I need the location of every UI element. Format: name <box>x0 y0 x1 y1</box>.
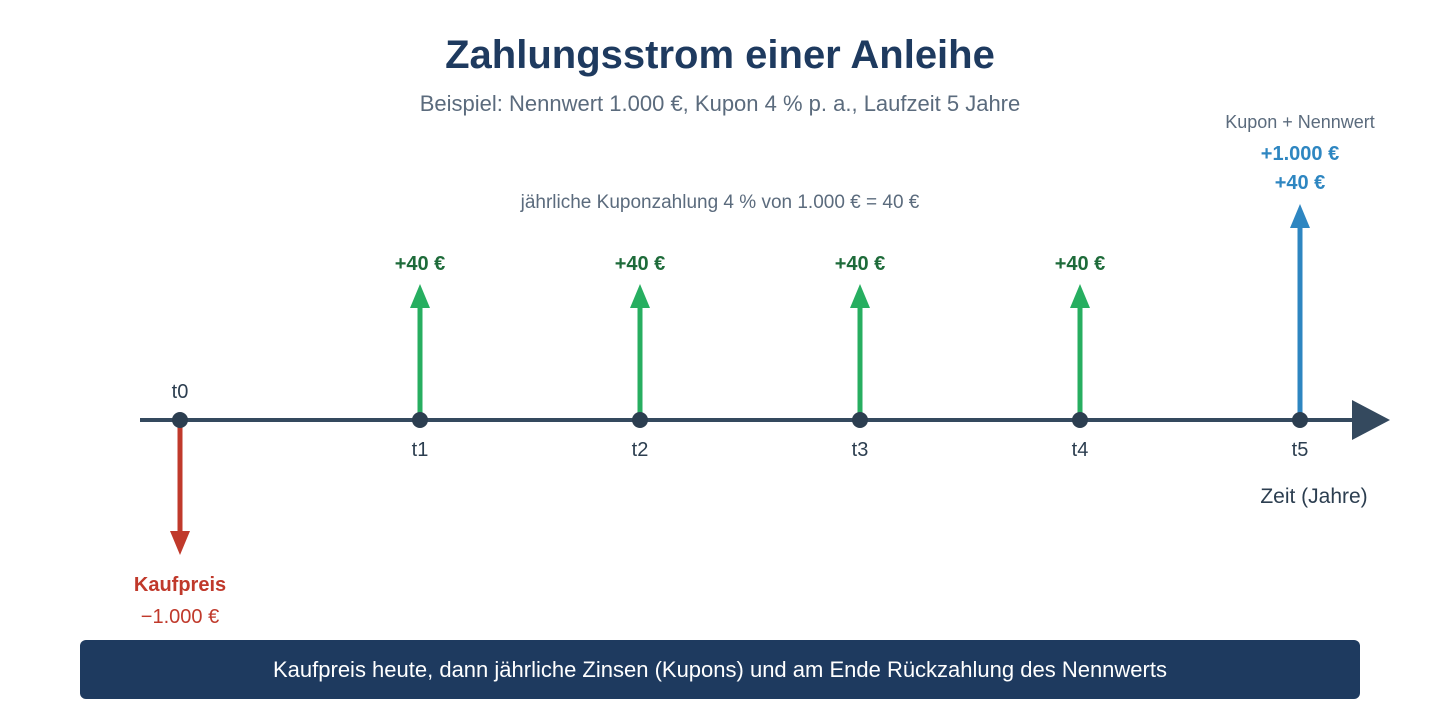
time-tick-label: t2 <box>632 439 649 461</box>
purchase-label: Kaufpreis <box>134 574 226 596</box>
timeline-point <box>172 412 188 428</box>
timeline-point <box>852 412 868 428</box>
coupon-arrow-head <box>410 284 430 308</box>
timeline-point <box>412 412 428 428</box>
coupon-amount: +40 € <box>1055 253 1106 275</box>
final-payment-label: Kupon + Nennwert <box>1225 112 1375 132</box>
timeline-point <box>632 412 648 428</box>
time-tick-label: t4 <box>1072 439 1089 461</box>
coupon-amount: +40 € <box>615 253 666 275</box>
coupon-arrow-head <box>1070 284 1090 308</box>
timeline-marks: t0 +40 € t1 +40 € t2 +40 € t3 +40 € t4 t5 <box>170 204 1310 555</box>
page-subtitle: Beispiel: Nennwert 1.000 €, Kupon 4 % p.… <box>420 91 1021 116</box>
axis-label: Zeit (Jahre) <box>1260 485 1367 508</box>
final-principal-amount: +1.000 € <box>1261 143 1339 165</box>
page-title: Zahlungsstrom einer Anleihe <box>445 33 995 77</box>
time-tick-label: t0 <box>172 381 189 403</box>
coupon-note: jährliche Kuponzahlung 4 % von 1.000 € =… <box>520 192 920 213</box>
timeline-point <box>1292 412 1308 428</box>
time-tick-label: t1 <box>412 439 429 461</box>
final-arrow-head <box>1290 204 1310 228</box>
final-coupon-amount: +40 € <box>1275 172 1326 194</box>
time-tick-label: t3 <box>852 439 869 461</box>
coupon-arrow-head <box>850 284 870 308</box>
time-axis-arrowhead <box>1352 400 1390 440</box>
timeline-point <box>1072 412 1088 428</box>
coupon-arrow-head <box>630 284 650 308</box>
coupon-amount: +40 € <box>835 253 886 275</box>
coupon-amount: +40 € <box>395 253 446 275</box>
purchase-arrow-head <box>170 531 190 555</box>
summary-banner: Kaufpreis heute, dann jährliche Zinsen (… <box>80 640 1360 699</box>
time-tick-label: t5 <box>1292 439 1309 461</box>
purchase-amount: −1.000 € <box>141 606 219 628</box>
